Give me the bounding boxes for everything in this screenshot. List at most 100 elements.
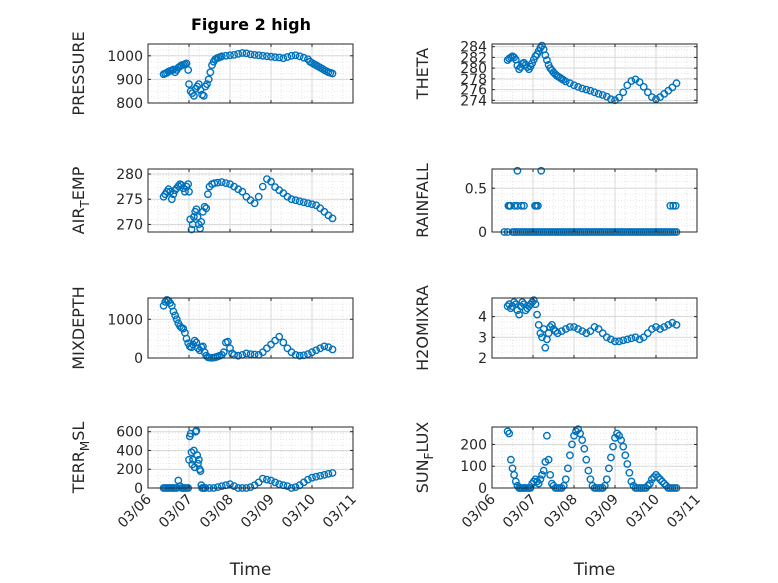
rainfall-data-point — [520, 201, 528, 210]
mixdepth-data-point — [316, 344, 325, 353]
terr-msl-x-tick-label: 03/11 — [320, 492, 360, 532]
pressure-data-point — [267, 52, 275, 61]
air-temp-data-point — [167, 195, 176, 204]
h2omixra-data-point — [611, 337, 619, 346]
theta-y-tick-label: 284 — [460, 40, 487, 56]
sun-flux-axes-box — [491, 426, 698, 489]
air-temp-data-point — [291, 196, 300, 205]
subplot-h2omixra: 2 3 4 H2OMIXRA — [413, 285, 698, 371]
pressure-axes-box — [147, 43, 354, 104]
h2omixra-data-point — [582, 329, 591, 338]
pressure-data-point — [271, 53, 279, 62]
sun-flux-x-tick-label: 03/06 — [459, 491, 499, 531]
h2omixra-data-point — [672, 320, 681, 329]
sun-flux-data-point — [582, 455, 591, 464]
pressure-data-point — [226, 51, 234, 60]
mixdepth-data-point — [275, 332, 284, 341]
h2omixra-data-point — [615, 337, 623, 346]
sun-flux-data-point — [580, 444, 589, 453]
theta-y-tick-label: 274 — [460, 93, 487, 109]
pressure-data-point — [203, 80, 211, 89]
sun-flux-data-point — [511, 477, 520, 486]
theta-data-point — [639, 83, 648, 91]
terr-msl-x-tick-label: 03/08 — [197, 492, 237, 532]
theta-data-point — [590, 88, 599, 97]
mixdepth-data-point — [279, 338, 288, 347]
mixdepth-data-point — [234, 351, 243, 360]
h2omixra-data-point — [541, 343, 550, 352]
sun-flux-data-point — [576, 429, 584, 438]
air-temp-data-point — [303, 199, 312, 208]
h2omixra-data-point — [515, 310, 523, 319]
terr-msl-data-point — [213, 483, 222, 491]
air-temp-data-point — [185, 187, 193, 196]
sun-flux-data-point — [544, 455, 553, 464]
h2omixra-data-point — [664, 320, 673, 329]
mixdepth-y-tick-label: 0 — [134, 351, 143, 367]
sun-flux-data-point — [538, 470, 546, 479]
terr-msl-data-point — [194, 455, 203, 464]
theta-data-point — [594, 90, 603, 98]
mixdepth-data-point — [169, 307, 178, 316]
theta-data-point — [586, 86, 595, 95]
mixdepth-data-point — [295, 351, 304, 360]
air-temp-data-point — [192, 205, 201, 214]
h2omixra-data-point — [557, 327, 566, 335]
h2omixra-data-point — [586, 327, 595, 335]
h2omixra-data-point — [643, 329, 652, 338]
terr-msl-data-point — [189, 455, 198, 464]
mixdepth-y-tick-label: 1000 — [107, 312, 143, 328]
mixdepth-data-point — [194, 344, 202, 353]
rainfall-data-point — [669, 201, 678, 210]
pressure-data-point — [299, 53, 308, 62]
figure-title: Figure 2 high — [191, 15, 311, 34]
mixdepth-data-point — [271, 336, 279, 345]
pressure-data-point — [184, 66, 193, 74]
terr-msl-x-tick-label: 03/09 — [238, 492, 278, 532]
pressure-data-point — [287, 51, 296, 60]
sun-flux-data-point — [652, 470, 660, 479]
terr-msl-x-axis-label: Time — [229, 560, 272, 580]
theta-data-point — [672, 79, 681, 88]
sun-flux-data-point — [643, 481, 652, 490]
air-temp-data-point — [267, 177, 275, 186]
h2omixra-data-point — [631, 333, 640, 342]
sun-flux-data-point — [574, 425, 582, 434]
air-temp-data-point — [202, 204, 211, 213]
terr-msl-data-point — [192, 426, 201, 435]
mixdepth-data-point — [179, 324, 188, 333]
sun-flux-data-point — [646, 479, 654, 488]
air-temp-data-point — [254, 192, 263, 201]
sun-flux-data-point — [625, 468, 634, 477]
air-temp-y-axis-label: AIRTEMP — [69, 166, 92, 234]
sun-flux-data-point — [656, 475, 664, 484]
sun-flux-data-point — [578, 436, 587, 444]
terr-msl-data-point — [291, 483, 300, 491]
terr-msl-data-point — [267, 476, 275, 485]
sun-flux-data-point — [568, 440, 576, 449]
theta-data-point — [668, 83, 677, 92]
sun-flux-data-point — [561, 475, 570, 484]
mixdepth-data-point — [328, 345, 337, 354]
sun-flux-x-tick-label: 03/11 — [664, 492, 704, 532]
rainfall-axes-box — [491, 168, 698, 233]
h2omixra-data-point — [668, 318, 677, 327]
rainfall-data-point — [666, 201, 675, 210]
terr-msl-data-point — [324, 469, 333, 478]
theta-data-point — [643, 88, 652, 97]
rainfall-data-point — [537, 166, 546, 175]
pressure-data-point — [254, 51, 263, 60]
h2omixra-data-point — [627, 334, 636, 343]
subplot-terr-msl: 0 200 400 600 03/06 03/07 03/08 03/09 03/10 03/11… — [69, 422, 360, 580]
mixdepth-data-point — [171, 311, 180, 320]
h2omixra-data-point — [518, 298, 527, 306]
h2omixra-data-point — [534, 320, 543, 329]
mixdepth-data-point — [223, 337, 232, 346]
air-temp-y-tick-label: 275 — [116, 192, 143, 208]
sun-flux-data-point — [607, 453, 615, 462]
pressure-y-tick-label: 800 — [116, 96, 143, 112]
sun-flux-data-point — [660, 479, 669, 488]
terr-msl-data-point — [193, 451, 202, 460]
